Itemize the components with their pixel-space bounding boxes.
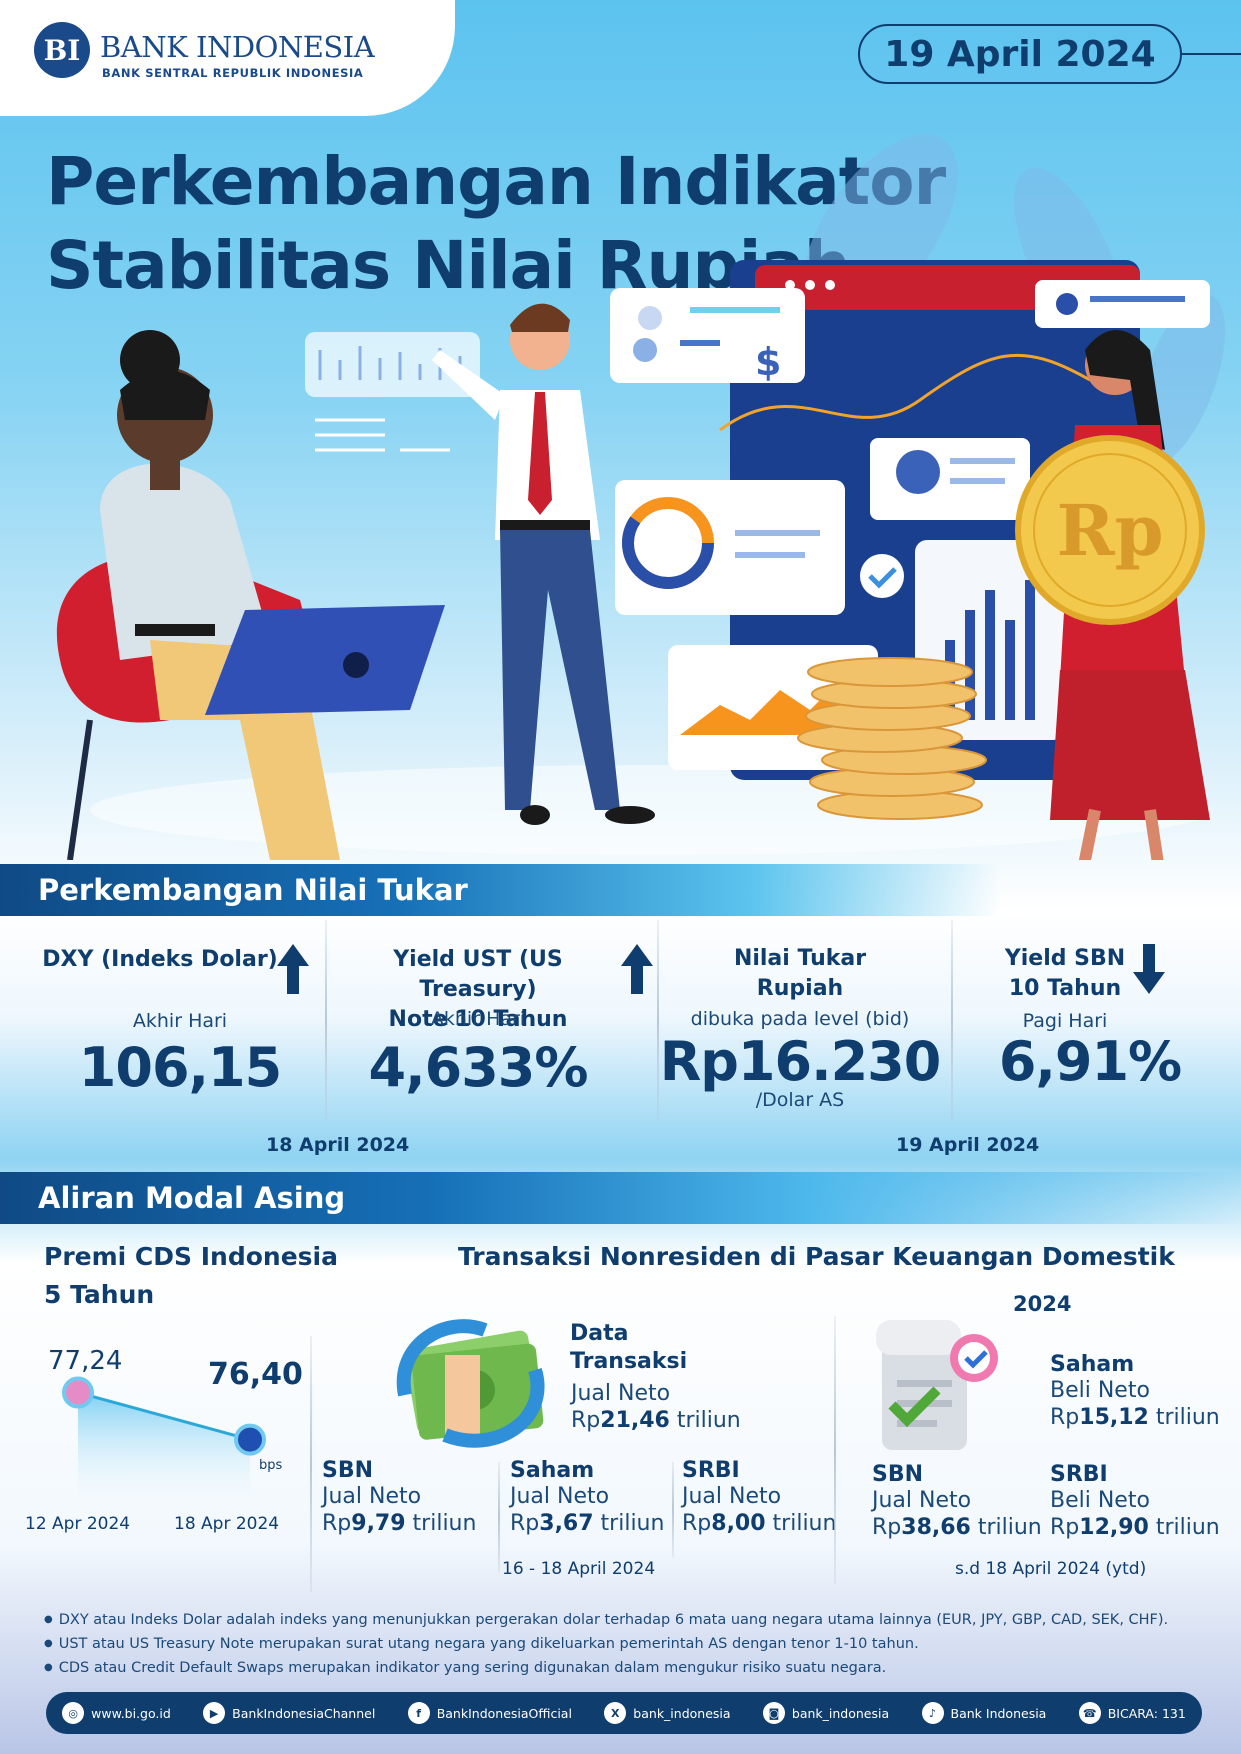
cds-unit: bps [259,1458,283,1473]
cds-date-start: 12 Apr 2024 [25,1514,131,1534]
certificate-check-icon [876,1320,998,1450]
globe-icon: ◎ [62,1702,85,1724]
weekly-total-value: Rp21,46 triliun [571,1408,741,1433]
section-header-exchange: Perkembangan Nilai Tukar [0,864,1000,916]
section-header-capital: Aliran Modal Asing [0,1172,1241,1224]
nonresident-title: Transaksi Nonresiden di Pasar Keuangan D… [458,1242,1175,1271]
woman-sitting-laptop-icon [56,330,445,860]
bank-subtitle: BANK SENTRAL REPUBLIK INDONESIA [102,66,364,80]
ytd-period: s.d 18 April 2024 (ytd) [955,1559,1147,1579]
cds-line [77,1391,251,1442]
cds-date-end: 18 Apr 2024 [174,1514,280,1534]
date-label-left: 18 April 2024 [266,1134,410,1156]
weekly-data-label: Data Transaksi [570,1321,688,1374]
cds-chart [62,1376,266,1515]
indicator-rupiah: Nilai Tukar Rupiah [733,946,867,1001]
weekly-item-srbi: SRBI Jual Neto Rp8,00 triliun [682,1458,837,1536]
weekly-item-saham: Saham Jual Neto Rp3,67 triliun [510,1458,665,1536]
footer-link-bicara[interactable]: ☎ BICARA: 131 [1078,1702,1186,1724]
cds-point-12-apr [62,1376,94,1409]
date-line [1182,53,1241,55]
indicator-ust-value: 4,633% [368,1036,589,1099]
bank-name: BANK INDONESIA [100,30,375,64]
woman-holding-rupiah-coin-icon: Rp [1015,330,1210,860]
weekly-period: 16 - 18 April 2024 [502,1559,656,1579]
divider [657,920,659,1120]
indicator-sbn-subtitle: Pagi Hari [1022,1010,1108,1032]
ytd-item-srbi: SRBI Beli Neto Rp12,90 triliun [1050,1462,1220,1540]
footer-link-facebook[interactable]: f BankIndonesiaOfficial [407,1702,572,1724]
indicator-sbn-value: 6,91% [998,1030,1182,1093]
facebook-icon: f [407,1702,430,1724]
footnote-cds: CDS atau Credit Default Swaps merupakan … [44,1656,1168,1680]
footer-link-instagram[interactable]: ◙ bank_indonesia [762,1702,889,1724]
youtube-icon: ▶ [203,1702,226,1724]
date-badge: 19 April 2024 [858,24,1182,84]
indicator-sbn: Yield SBN 10 Tahun [1004,946,1126,1001]
bicara-icon: ☎ [1078,1702,1101,1724]
cds-point-18-apr [234,1423,266,1456]
cds-value-start: 77,24 [48,1346,123,1376]
man-standing-icon [432,303,655,825]
footnotes: DXY atau Indeks Dolar adalah indeks yang… [44,1608,1168,1680]
arrow-up-icon [621,944,653,994]
indicator-ust: Yield UST (US Treasury) Note 10 Tahun [388,947,568,1032]
cds-area [78,1392,250,1515]
donut-card-icon [615,480,845,615]
indicator-rupiah-subtitle: dibuka pada level (bid) [690,1008,910,1030]
footer-link-website[interactable]: ◎ www.bi.go.id [62,1702,171,1724]
divider [325,920,327,1120]
bank-indonesia-logo-icon: BI [34,22,90,78]
indicator-dxy-value: 106,15 [78,1036,282,1099]
instagram-icon: ◙ [762,1702,785,1724]
ytd-year: 2024 [1013,1292,1072,1316]
indicator-rupiah-value: Rp16.230 [659,1030,942,1093]
weekly-item-sbn: SBN Jual Neto Rp9,79 triliun [322,1458,477,1536]
arrow-down-icon [1133,944,1165,994]
ytd-item-sbn: SBN Jual Neto Rp38,66 triliun [872,1462,1042,1540]
footnote-dxy: DXY atau Indeks Dolar adalah indeks yang… [44,1608,1168,1632]
date-label-right: 19 April 2024 [896,1134,1040,1156]
indicator-dxy: DXY (Indeks Dolar) [42,947,278,972]
svg-text:Rp: Rp [1056,489,1163,572]
svg-text:$: $ [755,340,781,384]
cds-title: Premi CDS Indonesia 5 Tahun [44,1242,338,1309]
divider [951,920,953,1120]
indicator-dxy-subtitle: Akhir Hari [132,1010,228,1032]
coin-stack-icon [797,657,987,820]
money-exchange-icon [396,1319,545,1448]
divider [498,1462,500,1572]
footnote-ust: UST atau US Treasury Note merupakan sura… [44,1632,1168,1656]
tiktok-icon: ♪ [921,1702,944,1724]
footer-link-tiktok[interactable]: ♪ Bank Indonesia [921,1702,1046,1724]
indicator-rupiah-unit: /Dolar AS [755,1089,845,1111]
arrow-up-icon [277,944,309,994]
hero-illustration: $ [56,134,1226,860]
divider [834,1316,836,1584]
ytd-item-saham: Saham Beli Neto Rp15,12 triliun [1050,1352,1220,1430]
indicator-ust-subtitle: Akhir Hari [430,1008,526,1030]
weekly-total-action: Jual Neto [571,1381,671,1406]
footer-link-youtube[interactable]: ▶ BankIndonesiaChannel [203,1702,375,1724]
x-icon: X [604,1702,627,1724]
divider [310,1336,312,1592]
divider [672,1462,674,1557]
cds-value-end: 76,40 [208,1357,303,1392]
social-footer: ◎ www.bi.go.id ▶ BankIndonesiaChannel f Ban… [46,1692,1202,1734]
